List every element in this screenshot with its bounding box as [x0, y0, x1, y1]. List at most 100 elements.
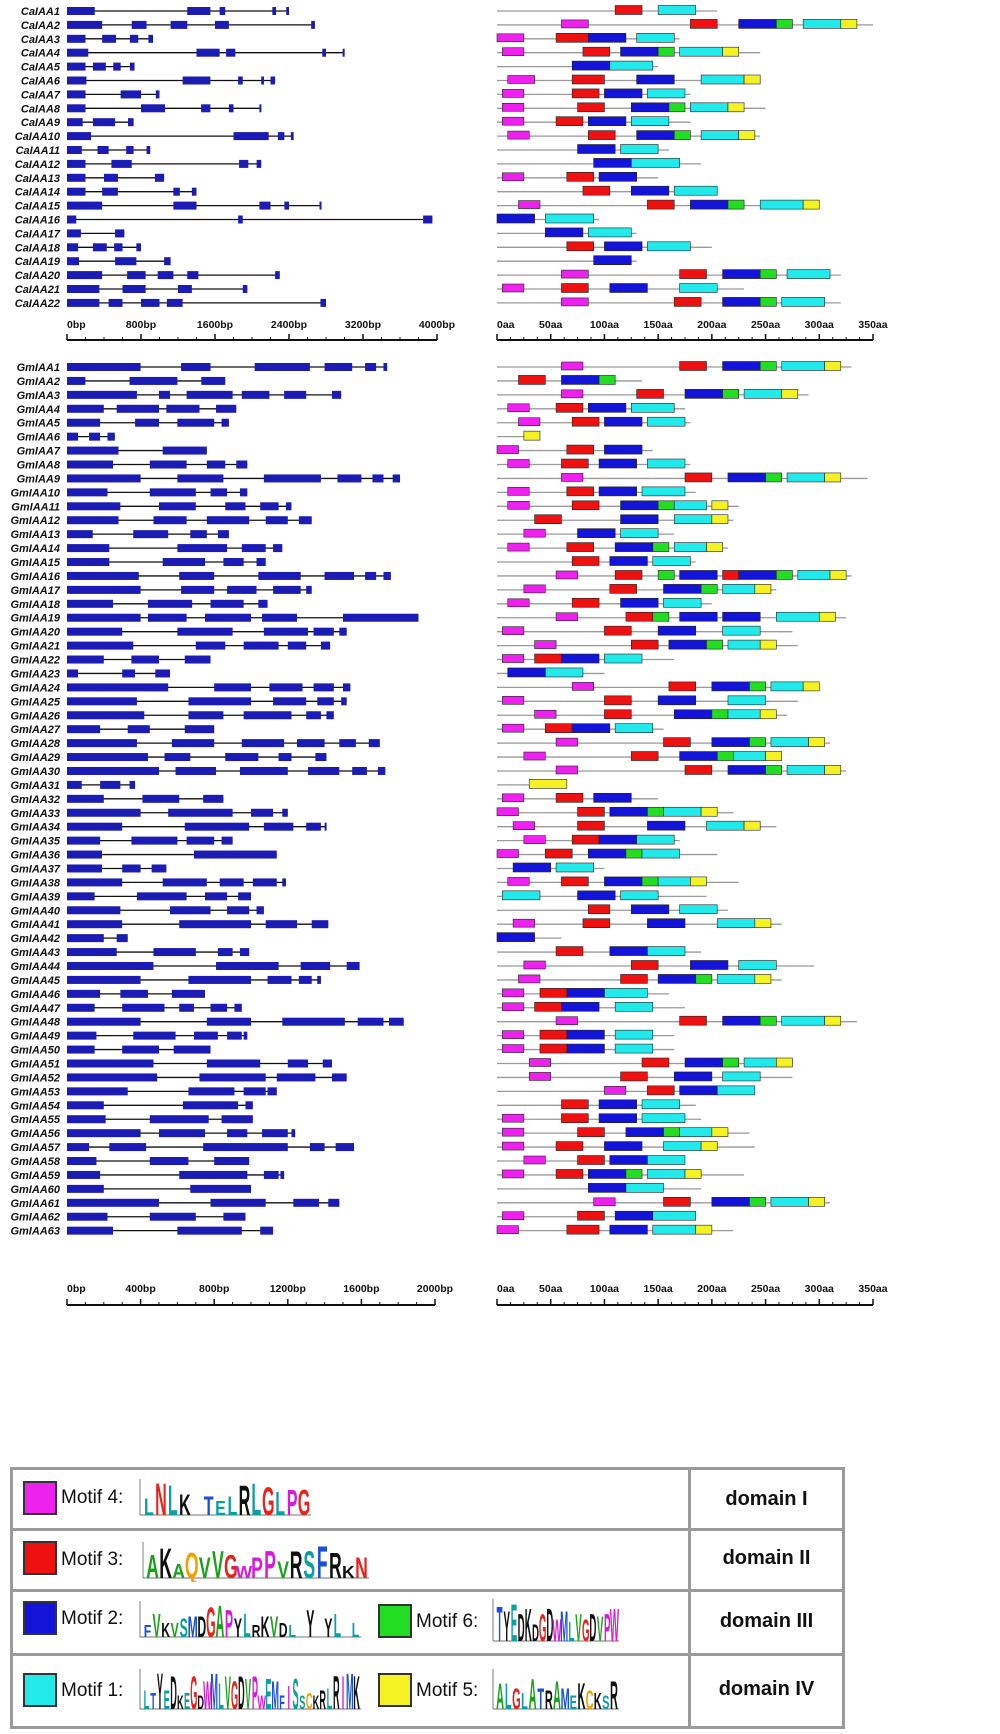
- exon-block: [324, 822, 327, 831]
- axis-tick-label: 50aa: [539, 1283, 563, 1295]
- exon-block: [293, 1198, 320, 1207]
- exon-block: [199, 1073, 266, 1082]
- gene-label: GmIAA51: [10, 1059, 60, 1071]
- motif-1-box: [770, 681, 804, 692]
- exon-block: [67, 1212, 108, 1221]
- panel_gm-gene-row: GmIAA38: [10, 877, 286, 889]
- panel_gm-protein-row: [496, 932, 562, 942]
- motif-1-box: [727, 695, 766, 706]
- logo-letter: E: [184, 1688, 190, 1713]
- exon-block: [239, 159, 249, 168]
- exon-block: [92, 118, 116, 127]
- logo-letter: W: [203, 1675, 212, 1713]
- gene-label: GmIAA27: [10, 724, 60, 736]
- exon-block: [102, 34, 117, 43]
- exon-block: [100, 780, 121, 789]
- logo-letter: V: [152, 1608, 160, 1641]
- motif-1-box: [727, 709, 761, 720]
- motif-3-box: [555, 793, 584, 803]
- axis-tick-label: 300aa: [805, 319, 834, 331]
- logo-letter: K: [577, 1675, 585, 1713]
- logo-letter: F: [144, 1622, 151, 1641]
- panel_gm-gene-row: GmIAA45: [10, 975, 321, 987]
- motif-3-box: [555, 32, 589, 43]
- exon-block: [210, 488, 228, 497]
- exon-block: [67, 544, 110, 553]
- gene-label: CaIAA16: [15, 215, 61, 227]
- motif-3-box: [566, 444, 594, 455]
- exon-block: [311, 920, 329, 929]
- logo-letter: A: [496, 1675, 504, 1713]
- exon-block: [149, 460, 187, 469]
- motif-4-label: Motif 4:: [61, 1487, 124, 1508]
- gene-label: CaIAA1: [21, 6, 60, 18]
- exon-block: [277, 132, 285, 141]
- motif-6-box: [765, 472, 782, 483]
- motif-3-box: [630, 751, 659, 761]
- exon-block: [339, 627, 347, 636]
- panel_gm-gene-row: GmIAA17: [10, 585, 312, 597]
- exon-block: [67, 850, 102, 859]
- motif-3-box: [630, 639, 659, 650]
- panel_gm-gene-row: GmIAA36: [10, 850, 277, 862]
- motif-3-box: [534, 514, 562, 525]
- motif-3-box: [588, 904, 611, 915]
- exon-block: [67, 1073, 158, 1082]
- motif-4-box: [496, 807, 519, 817]
- logo-letter: E: [164, 1686, 170, 1713]
- gene-label: GmIAA39: [10, 891, 60, 903]
- logo-letter: L: [505, 1675, 512, 1713]
- panel_gm-protein-row: [497, 514, 734, 525]
- motif-4-box: [502, 1113, 525, 1123]
- motif-3-box: [561, 458, 589, 469]
- motif-4-box: [561, 269, 589, 279]
- logo-letter: W: [552, 1613, 561, 1645]
- panel_gm-gene-row: GmIAA1: [17, 362, 388, 374]
- gene-label: GmIAA26: [10, 710, 60, 722]
- motif-6-box: [716, 751, 734, 761]
- panel_gm-gene-row: GmIAA31: [10, 780, 136, 792]
- motif-3-box: [561, 283, 589, 293]
- exon-block: [67, 474, 141, 483]
- motif-1-box: [743, 389, 782, 399]
- exon-block: [227, 1031, 242, 1040]
- exon-block: [210, 599, 244, 608]
- motif-1-box: [555, 862, 594, 873]
- panel_gm-gene-row: GmIAA13: [10, 529, 229, 541]
- motif-2-box: [561, 1001, 600, 1012]
- exon-block: [67, 906, 121, 915]
- exon-block: [262, 1129, 288, 1138]
- panel_ca-gene-row: CaIAA22: [15, 298, 326, 310]
- panel_gm-protein-row: [497, 667, 605, 678]
- gene-label: GmIAA29: [10, 752, 60, 764]
- exon-block: [67, 48, 89, 57]
- panel_gm-gene-row: GmIAA30: [10, 766, 386, 778]
- motif-6-box: [722, 1057, 740, 1068]
- logo-letter: K: [177, 1692, 184, 1713]
- gene-label: GmIAA30: [10, 766, 60, 778]
- exon-block: [343, 683, 351, 692]
- motif-1-box: [786, 472, 825, 483]
- panel_gm-gene-row: GmIAA41: [10, 919, 329, 931]
- motif-6-box: [759, 1015, 777, 1026]
- exon-block: [147, 599, 193, 608]
- motif-6-box: [700, 584, 718, 594]
- gene-label: GmIAA55: [10, 1114, 60, 1126]
- exon-block: [423, 215, 433, 224]
- exon-block: [177, 418, 215, 427]
- exon-block: [164, 257, 171, 266]
- exon-block: [243, 1087, 266, 1096]
- panel_ca-protein-row: [497, 158, 702, 168]
- axis-tick-label: 400bp: [125, 1283, 155, 1295]
- motif-4-box: [604, 1086, 627, 1095]
- panel_gm-gene-row: GmIAA54: [10, 1100, 253, 1112]
- motif-4-box: [523, 584, 546, 594]
- exon-block: [335, 1143, 355, 1152]
- motif-2-box: [604, 416, 643, 427]
- motif-2-box: [679, 570, 718, 580]
- axis-tick-label: 4000bp: [419, 319, 455, 331]
- exon-block: [173, 1045, 211, 1054]
- logo-letter: E: [570, 1693, 577, 1713]
